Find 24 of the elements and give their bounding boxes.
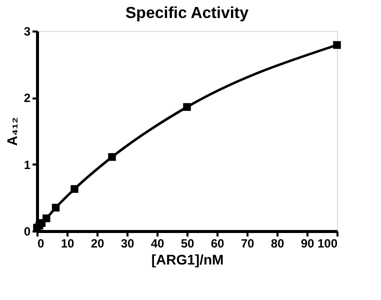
- point: [70, 185, 78, 193]
- x-tick-label: 60: [210, 236, 224, 250]
- chart-title: Specific Activity: [125, 5, 249, 22]
- point: [42, 214, 50, 222]
- x-tick-label: 20: [90, 236, 104, 250]
- y-tick-label: 0: [24, 224, 31, 238]
- x-axis-title: [ARG1]/nM: [151, 252, 224, 268]
- x-tick-label: 0: [38, 236, 44, 250]
- x-tick-label: 10: [60, 236, 74, 250]
- x-tick-label: 100: [317, 236, 338, 250]
- x-tick-label: 70: [240, 236, 254, 250]
- x-tick-label: 30: [120, 236, 134, 250]
- y-tick-label: 3: [24, 24, 31, 38]
- point: [52, 204, 60, 212]
- point: [183, 103, 191, 111]
- point: [108, 153, 116, 161]
- x-tick-label: 90: [300, 236, 314, 250]
- y-axis-title: A₄₁₂: [4, 117, 20, 146]
- x-tick-label: 40: [150, 236, 164, 250]
- x-tick-label: 80: [270, 236, 284, 250]
- y-tick-label: 2: [24, 91, 31, 106]
- y-tick-label: 1: [24, 158, 31, 172]
- point: [333, 41, 341, 49]
- x-tick-label: 50: [180, 236, 194, 250]
